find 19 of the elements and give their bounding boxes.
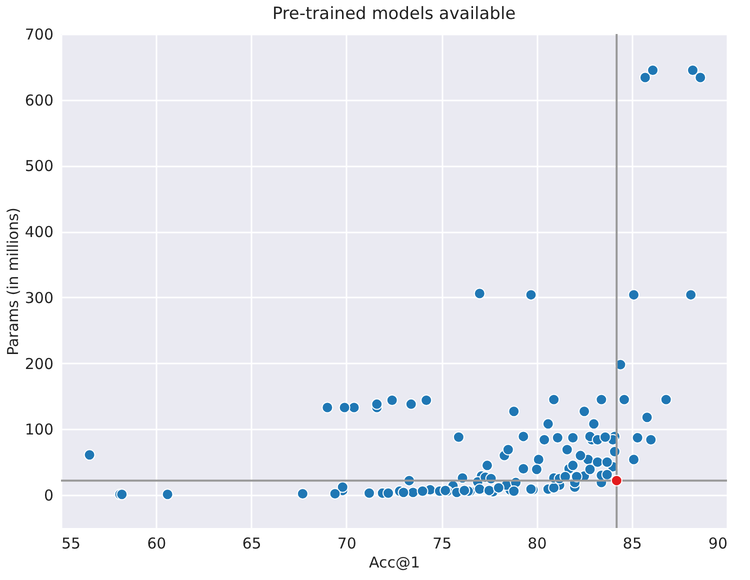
chart-title: Pre-trained models available [272,4,516,24]
x-tick-label: 65 [242,534,262,552]
x-tick-label: 80 [528,534,547,552]
x-tick-label: 60 [147,534,166,552]
y-tick-label: 300 [24,288,54,307]
x-tick-label: 70 [337,534,356,552]
y-tick-label: 700 [24,26,54,44]
y-tick-label: 500 [24,157,54,176]
x-tick-label: 90 [708,534,728,552]
x-tick-label: 75 [432,534,452,552]
y-tick-label: 0 [44,486,54,505]
y-axis-title: Params (in millions) [4,207,22,356]
y-tick-label: 600 [24,91,54,110]
x-axis-title: Acc@1 [368,554,420,572]
x-tick-label: 85 [622,534,642,552]
y-tick-label: 400 [24,223,54,242]
x-tick-label: 55 [62,534,81,552]
y-tick-label: 100 [24,420,54,439]
y-tick-label: 200 [24,354,54,373]
